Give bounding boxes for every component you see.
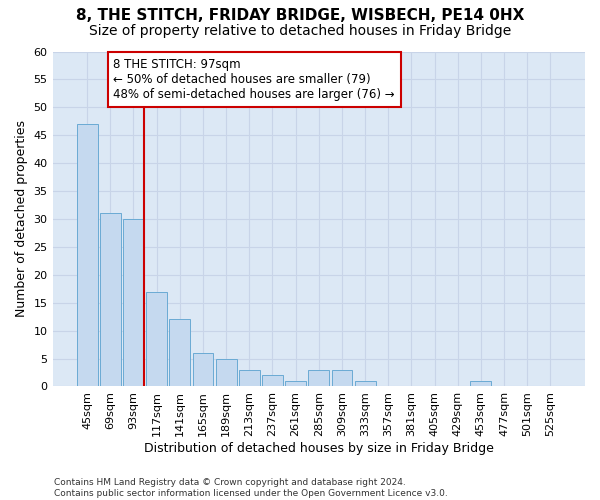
Bar	[216, 358, 236, 386]
Bar	[308, 370, 329, 386]
X-axis label: Distribution of detached houses by size in Friday Bridge: Distribution of detached houses by size …	[144, 442, 494, 455]
Text: Contains HM Land Registry data © Crown copyright and database right 2024.
Contai: Contains HM Land Registry data © Crown c…	[54, 478, 448, 498]
Bar	[355, 381, 376, 386]
Bar	[239, 370, 260, 386]
Bar	[169, 320, 190, 386]
Bar	[146, 292, 167, 386]
Text: 8, THE STITCH, FRIDAY BRIDGE, WISBECH, PE14 0HX: 8, THE STITCH, FRIDAY BRIDGE, WISBECH, P…	[76, 8, 524, 22]
Text: 8 THE STITCH: 97sqm
← 50% of detached houses are smaller (79)
48% of semi-detach: 8 THE STITCH: 97sqm ← 50% of detached ho…	[113, 58, 395, 101]
Text: Size of property relative to detached houses in Friday Bridge: Size of property relative to detached ho…	[89, 24, 511, 38]
Bar	[77, 124, 98, 386]
Bar	[100, 214, 121, 386]
Bar	[193, 353, 214, 386]
Bar	[285, 381, 306, 386]
Y-axis label: Number of detached properties: Number of detached properties	[15, 120, 28, 318]
Bar	[262, 376, 283, 386]
Bar	[332, 370, 352, 386]
Bar	[123, 219, 144, 386]
Bar	[470, 381, 491, 386]
